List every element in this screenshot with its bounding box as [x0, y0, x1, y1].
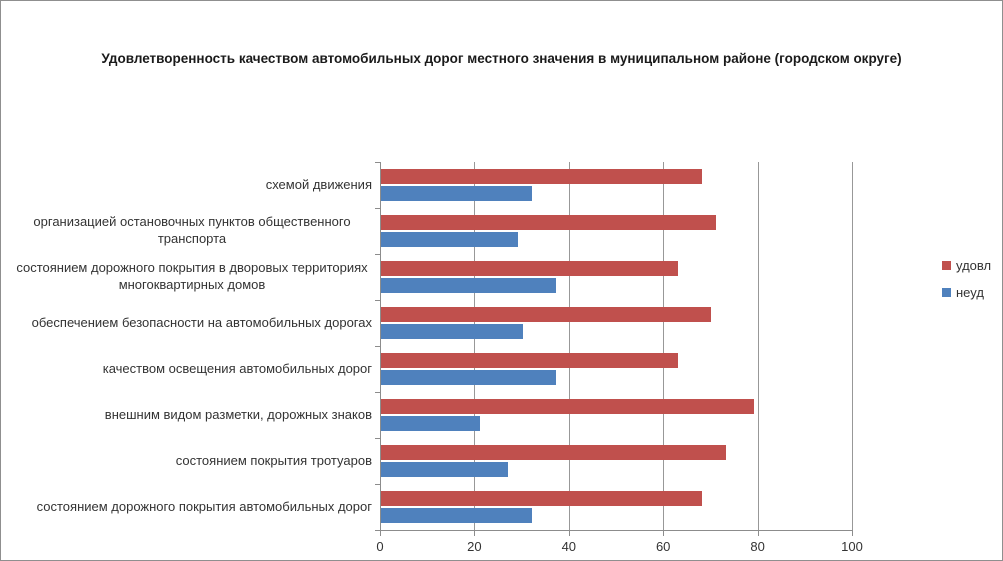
category-axis-tick — [375, 438, 380, 439]
category-label: обеспечением безопасности на автомобильн… — [31, 314, 372, 330]
bar-neud — [381, 370, 556, 385]
category-label-row: организацией остановочных пунктов общест… — [1, 208, 372, 254]
value-axis-tick-label: 40 — [561, 539, 577, 554]
bar-udovl — [381, 169, 702, 184]
category-axis-line — [380, 162, 381, 530]
category-label: схемой движения — [265, 176, 372, 192]
legend: удовл неуд — [942, 258, 991, 300]
value-axis-tick-label: 60 — [655, 539, 671, 554]
value-axis-tick — [380, 531, 381, 536]
bar-neud — [381, 508, 532, 523]
category-label: внешним видом разметки, дорожных знаков — [104, 406, 372, 422]
gridline-80 — [757, 162, 759, 530]
legend-swatch-udovl — [942, 261, 951, 270]
category-label: состоянием дорожного покрытия в дворовых… — [16, 260, 368, 292]
bar-udovl — [381, 307, 711, 322]
gridline-60 — [663, 162, 665, 530]
value-axis-tick — [568, 531, 570, 536]
bar-neud — [381, 278, 556, 293]
value-axis-tick-label: 20 — [467, 539, 482, 554]
category-label-row: схемой движения — [1, 162, 372, 208]
category-axis-tick — [375, 254, 380, 255]
value-axis-tick-label: 100 — [841, 539, 863, 554]
bar-udovl — [381, 399, 754, 414]
legend-label: удовл — [956, 258, 992, 273]
bar-neud — [381, 462, 508, 477]
value-axis-line — [380, 530, 853, 531]
bar-udovl — [381, 215, 716, 230]
chart-title: Удовлетворенность качеством автомобильны… — [101, 51, 902, 66]
legend-label: неуд — [956, 285, 984, 300]
category-axis-tick — [375, 392, 380, 393]
bar-neud — [381, 324, 523, 339]
category-label-row: качеством освещения автомобильных дорог — [1, 346, 372, 392]
bar-udovl — [381, 491, 702, 506]
category-axis-tick — [375, 346, 380, 347]
gridline-20 — [474, 162, 476, 530]
category-label: состоянием покрытия тротуаров — [175, 452, 372, 468]
value-axis-tick — [852, 531, 853, 536]
value-axis-tick-label: 0 — [376, 539, 384, 554]
category-axis-tick — [375, 484, 380, 485]
value-axis-tick-label: 80 — [750, 539, 765, 554]
bar-neud — [381, 416, 480, 431]
gridline-100 — [852, 162, 853, 530]
gridline-40 — [568, 162, 570, 530]
legend-entry: неуд — [942, 285, 991, 300]
category-label: состоянием дорожного покрытия автомобиль… — [36, 498, 372, 514]
value-axis-tick — [663, 531, 665, 536]
bar-udovl — [381, 353, 678, 368]
category-axis-tick — [375, 162, 380, 163]
legend-entry: удовл — [942, 258, 991, 273]
category-label-row: обеспечением безопасности на автомобильн… — [1, 300, 372, 346]
value-axis-tick — [757, 531, 759, 536]
value-axis-tick — [474, 531, 476, 536]
category-label-row: состоянием покрытия тротуаров — [1, 438, 372, 484]
bar-neud — [381, 232, 518, 247]
bar-neud — [381, 186, 532, 201]
category-axis-tick — [375, 530, 380, 531]
category-label-row: состоянием дорожного покрытия автомобиль… — [1, 484, 372, 530]
category-label: организацией остановочных пунктов общест… — [33, 214, 351, 246]
legend-swatch-neud — [942, 288, 951, 297]
category-label-row: состоянием дорожного покрытия в дворовых… — [1, 254, 372, 300]
category-label-row: внешним видом разметки, дорожных знаков — [1, 392, 372, 438]
category-axis-tick — [375, 300, 380, 301]
category-label: качеством освещения автомобильных дорог — [102, 360, 372, 376]
bar-udovl — [381, 445, 726, 460]
category-axis-tick — [375, 208, 380, 209]
bar-udovl — [381, 261, 678, 276]
